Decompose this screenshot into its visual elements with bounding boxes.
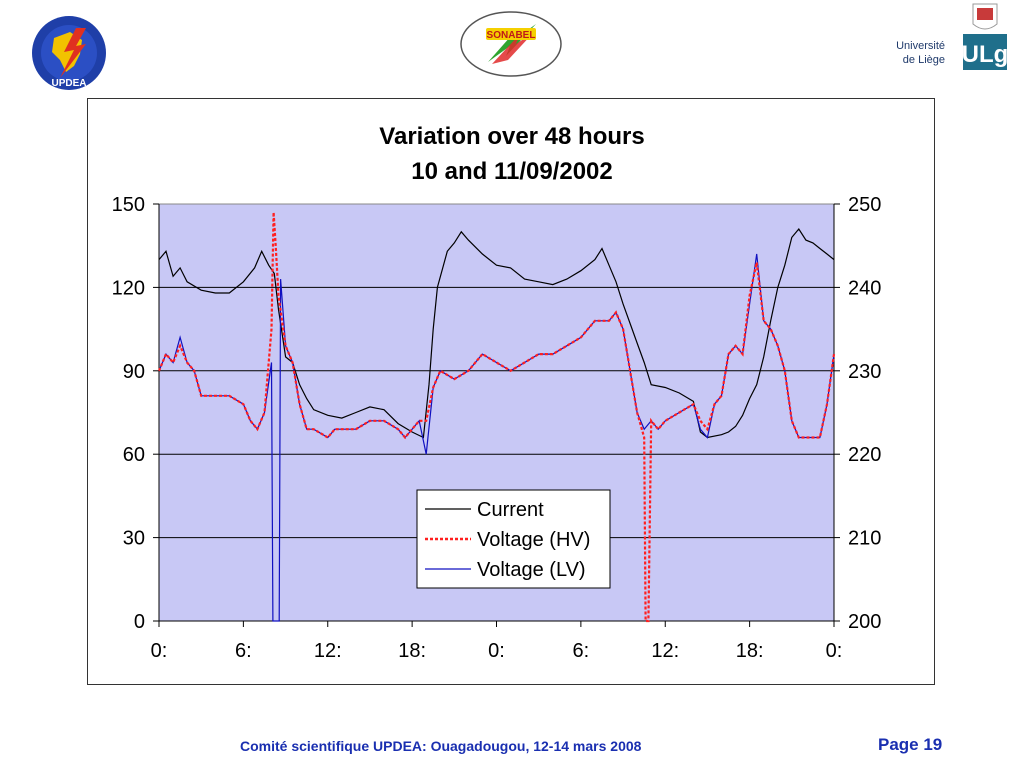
sonabel-logo: SONABEL: [458, 10, 564, 78]
ulg-mark-text: ULg: [962, 41, 1009, 68]
x-tick-label: 0:: [151, 640, 168, 662]
y-right-tick-label: 200: [848, 611, 881, 633]
legend-label: Voltage (HV): [477, 529, 590, 551]
footer-caption: Comité scientifique UPDEA: Ouagadougou, …: [240, 738, 642, 754]
x-tick-label: 12:: [651, 640, 679, 662]
series-line-voltage-lv: [158, 253, 835, 622]
ulg-line1: Université: [896, 40, 945, 52]
legend-label: Current: [477, 499, 544, 521]
y-right-tick-label: 220: [848, 444, 881, 466]
x-tick-label: 6:: [573, 640, 590, 662]
y-right-tick-label: 240: [848, 277, 881, 299]
x-tick-label: 12:: [314, 640, 342, 662]
ulg-logo: Université de Liège ULg: [893, 2, 1013, 74]
y-right-tick-label: 230: [848, 361, 881, 383]
chart-frame: Variation over 48 hours 10 and 11/09/2002…: [87, 98, 935, 685]
updea-logo-text: UPDEA: [51, 78, 86, 89]
series-line-current: [158, 227, 835, 439]
legend-label: Voltage (LV): [477, 559, 586, 581]
x-tick-label: 6:: [235, 640, 252, 662]
y-left-tick-label: 0: [134, 611, 145, 633]
y-right-tick-label: 250: [848, 194, 881, 216]
page-number: Page 19: [878, 735, 943, 754]
x-tick-label: 0:: [488, 640, 505, 662]
y-left-tick-label: 90: [123, 361, 145, 383]
x-tick-label: 0:: [826, 640, 843, 662]
series-line-voltage-hv: [157, 212, 836, 623]
updea-emblem-icon: UPDEA: [32, 16, 106, 90]
chart-title-line-2: 10 and 11/09/2002: [411, 158, 613, 185]
chart-title-line-1: Variation over 48 hours: [379, 123, 644, 150]
y-left-tick-label: 120: [112, 277, 145, 299]
updea-logo: UPDEA: [30, 14, 108, 92]
y-left-tick-label: 150: [112, 194, 145, 216]
x-tick-label: 18:: [736, 640, 764, 662]
y-right-tick-label: 210: [848, 528, 881, 550]
ulg-line2: de Liège: [902, 54, 945, 66]
line-chart: Variation over 48 hours 10 and 11/09/2002…: [112, 123, 882, 662]
sonabel-logo-text: SONABEL: [487, 30, 536, 41]
y-left-tick-label: 60: [123, 444, 145, 466]
legend-box: [416, 489, 611, 589]
y-left-tick-label: 30: [123, 528, 145, 550]
ulg-crest-icon: ULg: [962, 3, 1009, 70]
x-tick-label: 18:: [398, 640, 426, 662]
sonabel-emblem-icon: SONABEL: [460, 11, 562, 77]
